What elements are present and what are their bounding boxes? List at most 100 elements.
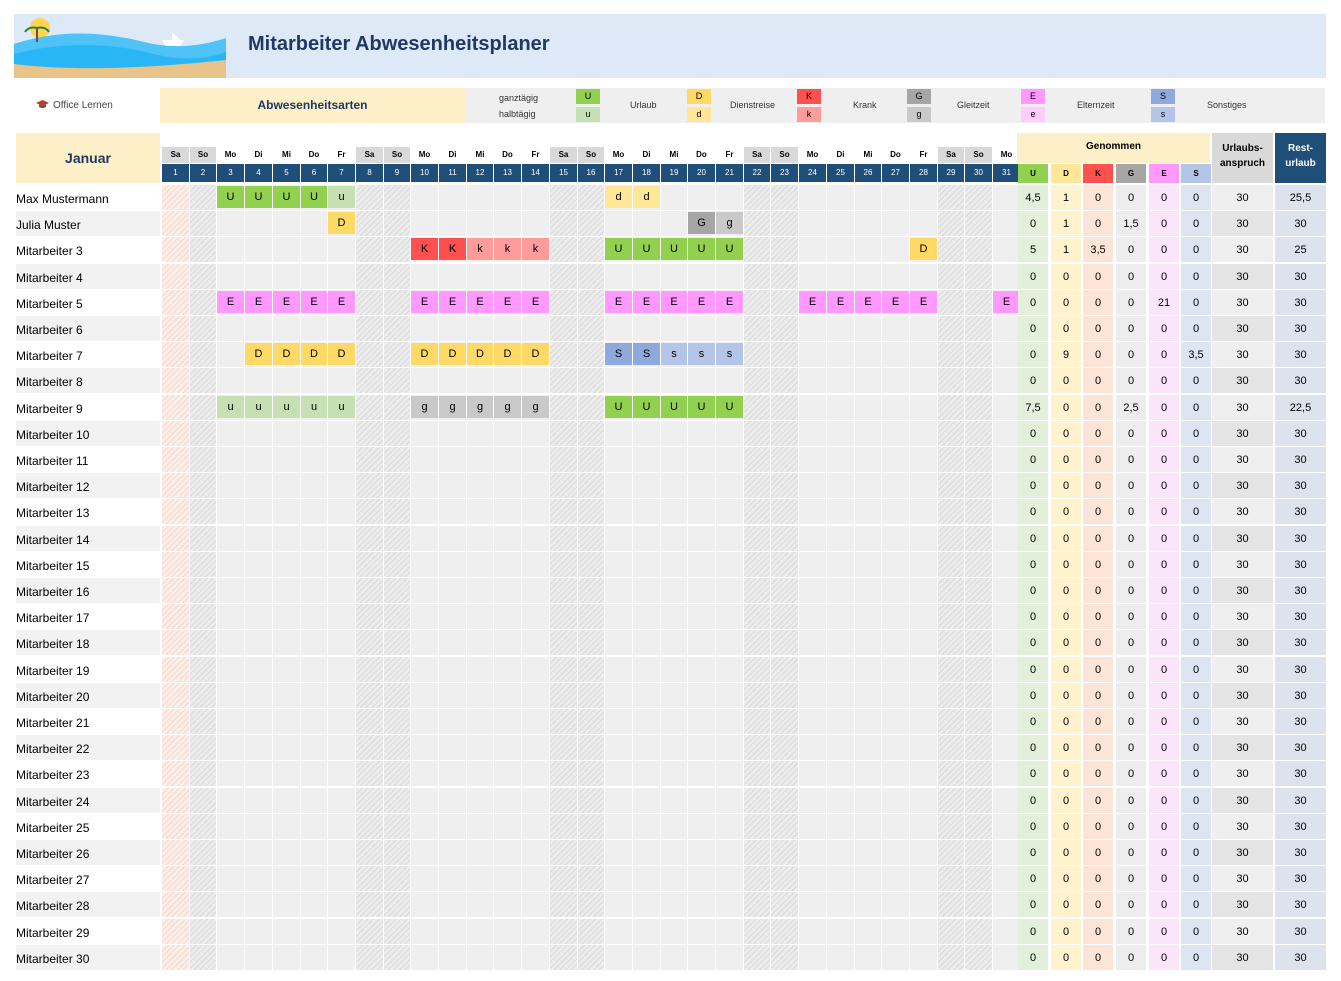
day-cell[interactable] (217, 473, 244, 498)
day-cell[interactable] (245, 526, 272, 551)
day-cell[interactable] (301, 814, 327, 839)
day-cell[interactable] (633, 211, 660, 236)
day-cell[interactable] (993, 892, 1020, 917)
day-cell[interactable] (578, 657, 604, 682)
absence-entry[interactable]: D (522, 343, 549, 365)
day-cell[interactable] (273, 264, 300, 289)
day-cell[interactable] (882, 945, 909, 970)
day-cell[interactable] (771, 761, 798, 786)
day-cell[interactable] (661, 788, 687, 813)
day-cell[interactable] (384, 814, 410, 839)
day-cell[interactable] (688, 552, 715, 577)
day-cell[interactable] (384, 526, 410, 551)
day-cell[interactable] (744, 290, 770, 315)
day-cell[interactable] (661, 604, 687, 629)
absence-entry[interactable]: U (688, 396, 715, 418)
day-cell[interactable] (827, 211, 854, 236)
day-cell[interactable] (799, 211, 826, 236)
day-cell[interactable] (910, 683, 937, 708)
day-cell[interactable] (494, 761, 521, 786)
day-cell[interactable] (550, 735, 577, 760)
day-cell[interactable] (439, 945, 466, 970)
day-cell[interactable] (522, 814, 549, 839)
day-cell[interactable] (938, 290, 964, 315)
day-cell[interactable] (411, 788, 438, 813)
day-cell[interactable] (439, 211, 466, 236)
day-cell[interactable] (550, 761, 577, 786)
absence-entry[interactable]: U (661, 396, 687, 418)
day-cell[interactable] (439, 552, 466, 577)
day-cell[interactable] (633, 892, 660, 917)
day-cell[interactable] (384, 499, 410, 524)
day-cell[interactable] (910, 657, 937, 682)
day-cell[interactable] (162, 264, 189, 289)
day-cell[interactable] (910, 814, 937, 839)
day-cell[interactable] (910, 526, 937, 551)
day-cell[interactable] (494, 264, 521, 289)
day-cell[interactable] (882, 761, 909, 786)
day-cell[interactable] (245, 866, 272, 891)
day-cell[interactable] (522, 919, 549, 944)
day-cell[interactable] (245, 447, 272, 472)
day-cell[interactable] (328, 264, 355, 289)
absence-entry[interactable]: s (661, 343, 687, 365)
day-cell[interactable] (439, 709, 466, 734)
day-cell[interactable] (245, 264, 272, 289)
day-cell[interactable] (605, 552, 632, 577)
day-cell[interactable] (467, 761, 493, 786)
day-cell[interactable] (273, 866, 300, 891)
absence-entry[interactable]: E (827, 291, 854, 313)
day-cell[interactable] (328, 316, 355, 341)
absence-entry[interactable]: E (411, 291, 438, 313)
day-cell[interactable] (356, 342, 383, 367)
day-cell[interactable] (522, 526, 549, 551)
day-cell[interactable] (882, 630, 909, 655)
day-cell[interactable] (494, 552, 521, 577)
day-cell[interactable] (744, 473, 770, 498)
absence-entry[interactable]: U (688, 238, 715, 260)
day-cell[interactable] (771, 814, 798, 839)
day-cell[interactable] (938, 630, 964, 655)
day-cell[interactable] (328, 447, 355, 472)
day-cell[interactable] (301, 840, 327, 865)
day-cell[interactable] (245, 421, 272, 446)
day-cell[interactable] (993, 185, 1020, 210)
day-cell[interactable] (190, 630, 216, 655)
day-cell[interactable] (411, 447, 438, 472)
day-cell[interactable] (744, 499, 770, 524)
day-cell[interactable] (855, 342, 881, 367)
day-cell[interactable] (771, 709, 798, 734)
day-cell[interactable] (993, 735, 1020, 760)
day-cell[interactable] (661, 526, 687, 551)
day-cell[interactable] (938, 840, 964, 865)
day-cell[interactable] (494, 604, 521, 629)
day-cell[interactable] (245, 840, 272, 865)
day-cell[interactable] (467, 578, 493, 603)
day-cell[interactable] (661, 368, 687, 393)
day-cell[interactable] (162, 814, 189, 839)
day-cell[interactable] (384, 316, 410, 341)
day-cell[interactable] (744, 945, 770, 970)
day-cell[interactable] (522, 552, 549, 577)
day-cell[interactable] (162, 630, 189, 655)
day-cell[interactable] (384, 683, 410, 708)
day-cell[interactable] (799, 368, 826, 393)
day-cell[interactable] (910, 709, 937, 734)
day-cell[interactable] (356, 368, 383, 393)
day-cell[interactable] (578, 814, 604, 839)
day-cell[interactable] (439, 185, 466, 210)
day-cell[interactable] (384, 892, 410, 917)
day-cell[interactable] (384, 264, 410, 289)
day-cell[interactable] (771, 185, 798, 210)
day-cell[interactable] (965, 866, 992, 891)
day-cell[interactable] (522, 604, 549, 629)
day-cell[interactable] (328, 237, 355, 262)
day-cell[interactable] (716, 526, 743, 551)
day-cell[interactable] (467, 552, 493, 577)
day-cell[interactable] (993, 657, 1020, 682)
day-cell[interactable] (771, 552, 798, 577)
day-cell[interactable] (356, 604, 383, 629)
day-cell[interactable] (467, 316, 493, 341)
day-cell[interactable] (245, 683, 272, 708)
day-cell[interactable] (273, 709, 300, 734)
